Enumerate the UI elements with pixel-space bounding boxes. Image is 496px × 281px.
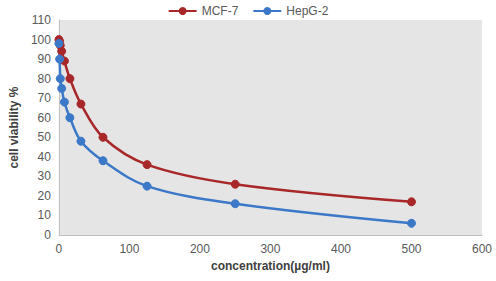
svg-text:20: 20 xyxy=(38,189,52,203)
svg-text:300: 300 xyxy=(260,242,280,256)
svg-text:cell viability %: cell viability % xyxy=(7,86,21,168)
svg-text:80: 80 xyxy=(38,72,52,86)
svg-text:200: 200 xyxy=(190,242,210,256)
svg-text:70: 70 xyxy=(38,91,52,105)
svg-text:40: 40 xyxy=(38,150,52,164)
svg-text:HepG-2: HepG-2 xyxy=(286,4,328,18)
svg-text:50: 50 xyxy=(38,130,52,144)
svg-text:concentration(µg/ml): concentration(µg/ml) xyxy=(211,259,330,273)
svg-text:500: 500 xyxy=(401,242,421,256)
svg-text:110: 110 xyxy=(32,13,51,27)
svg-text:0: 0 xyxy=(56,242,63,256)
svg-text:60: 60 xyxy=(38,111,52,125)
svg-text:600: 600 xyxy=(472,242,492,256)
svg-text:10: 10 xyxy=(38,208,52,222)
svg-text:30: 30 xyxy=(38,169,52,183)
svg-text:100: 100 xyxy=(119,242,139,256)
svg-text:MCF-7: MCF-7 xyxy=(202,4,239,18)
svg-text:400: 400 xyxy=(331,242,351,256)
svg-text:100: 100 xyxy=(31,33,51,47)
svg-text:90: 90 xyxy=(38,52,52,66)
svg-text:0: 0 xyxy=(44,228,51,242)
